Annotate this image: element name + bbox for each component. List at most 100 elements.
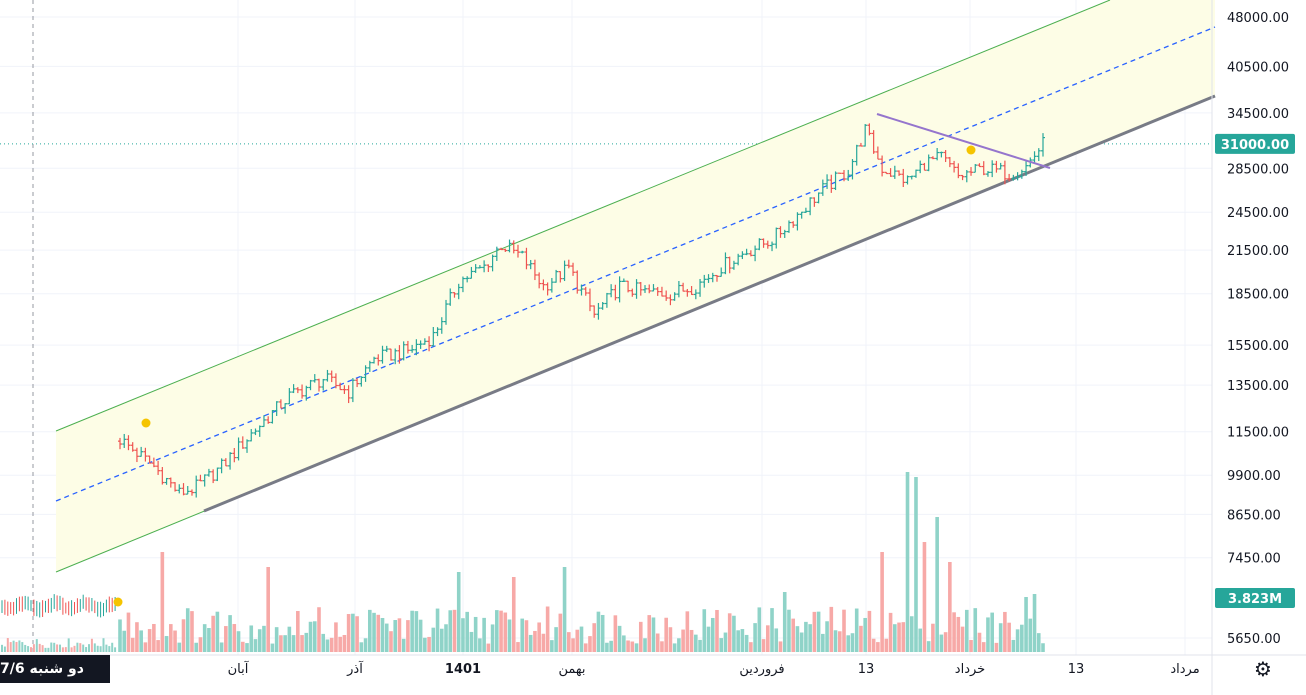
volume-bar bbox=[482, 617, 486, 652]
early-volume-bar bbox=[53, 642, 56, 652]
time-tick-label: 1401 bbox=[445, 662, 481, 677]
volume-bar bbox=[880, 552, 884, 652]
volume-bar bbox=[888, 612, 893, 652]
ohlc-bar bbox=[1002, 160, 1007, 185]
ohlc-bar bbox=[537, 272, 542, 289]
early-volume-bar bbox=[114, 647, 117, 652]
ohlc-bar bbox=[664, 290, 669, 301]
volume-bar bbox=[664, 617, 668, 652]
ohlc-bar bbox=[333, 373, 338, 389]
volume-bar bbox=[973, 608, 978, 652]
volume-bar bbox=[139, 630, 143, 652]
ohlc-bar bbox=[541, 279, 546, 291]
volume-bar bbox=[495, 610, 499, 652]
early-volume-bar bbox=[32, 644, 35, 652]
ohlc-bar bbox=[126, 435, 131, 451]
price-tick-label: 48000.00 bbox=[1227, 11, 1289, 26]
ohlc-bar bbox=[1007, 173, 1012, 182]
volume-bar bbox=[969, 639, 973, 652]
early-volume-bar bbox=[47, 647, 50, 652]
ohlc-bar bbox=[266, 416, 271, 424]
ohlc-bar bbox=[422, 338, 427, 345]
ohlc-bar bbox=[549, 277, 554, 293]
ohlc-bar bbox=[287, 388, 292, 405]
volume-bar bbox=[821, 633, 825, 652]
volume-bar bbox=[262, 625, 266, 652]
volume-bar bbox=[816, 611, 821, 652]
ohlc-bar bbox=[363, 365, 368, 382]
volume-bar bbox=[740, 629, 745, 652]
volume-bar bbox=[583, 643, 588, 652]
time-tick-label: بهمن bbox=[558, 662, 585, 677]
volume-bar bbox=[909, 616, 914, 652]
volume-bar bbox=[152, 623, 156, 652]
ohlc-bar bbox=[863, 124, 868, 147]
ohlc-bar bbox=[304, 385, 309, 401]
time-tick-label: آبان bbox=[228, 660, 250, 677]
volume-tag-text: 3.823M bbox=[1228, 592, 1282, 607]
volume-bar bbox=[211, 615, 215, 652]
ohlc-bar bbox=[185, 486, 190, 495]
volume-bar bbox=[363, 638, 368, 652]
ohlc-bar bbox=[782, 229, 787, 238]
ohlc-bar bbox=[587, 288, 592, 312]
ohlc-bar bbox=[960, 174, 965, 181]
volume-bar bbox=[677, 638, 681, 652]
regression-channel[interactable] bbox=[55, 0, 1216, 573]
ohlc-bar bbox=[659, 286, 664, 297]
ohlc-bar bbox=[490, 254, 495, 272]
ohlc-bar bbox=[736, 253, 741, 266]
early-volume-bar bbox=[56, 644, 59, 652]
volume-bar bbox=[804, 621, 808, 652]
ohlc-bar bbox=[253, 428, 258, 436]
ohlc-bar bbox=[215, 467, 220, 482]
ohlc-bar bbox=[520, 250, 525, 254]
volume-bar bbox=[279, 635, 283, 652]
volume-bar bbox=[177, 642, 182, 652]
volume-bar bbox=[812, 611, 817, 652]
ohlc-bar bbox=[130, 442, 135, 452]
ohlc-bar bbox=[405, 340, 410, 354]
time-axis[interactable]: آبان آذر 1401 بهمن فروردین 13 خرداد 13 مرداد bbox=[0, 654, 1306, 677]
volume-bar bbox=[554, 627, 558, 652]
price-tick-label: 11500.00 bbox=[1227, 426, 1289, 441]
volume-bar bbox=[439, 628, 444, 652]
volume-bar bbox=[562, 567, 567, 652]
early-volume-bar bbox=[41, 645, 44, 652]
early-volume-bar bbox=[6, 638, 9, 652]
volume-bar bbox=[778, 641, 783, 652]
ohlc-bar bbox=[482, 260, 487, 273]
ohlc-bar bbox=[990, 160, 995, 178]
ohlc-bar bbox=[854, 144, 859, 166]
ohlc-bar bbox=[858, 142, 863, 147]
ohlc-bar bbox=[850, 159, 855, 180]
ohlc-bar bbox=[156, 460, 161, 475]
volume-bar bbox=[905, 472, 910, 652]
volume-bar bbox=[926, 641, 931, 652]
volume-bar bbox=[537, 622, 541, 652]
volume-bar bbox=[130, 637, 135, 652]
early-volume-bar bbox=[70, 647, 73, 652]
ohlc-bar bbox=[274, 401, 279, 416]
volume-bar bbox=[198, 637, 203, 652]
early-volume-bar bbox=[90, 638, 93, 652]
ohlc-bar bbox=[469, 266, 474, 279]
time-tick-label: 13 bbox=[1068, 662, 1085, 677]
ohlc-bar bbox=[499, 247, 504, 251]
price-tick-label: 13500.00 bbox=[1227, 379, 1289, 394]
volume-bar bbox=[787, 609, 791, 652]
time-tick-label: فروردین bbox=[739, 662, 784, 677]
volume-bar bbox=[143, 642, 148, 652]
volume-bar bbox=[389, 631, 393, 652]
gear-icon[interactable]: ⚙ bbox=[1254, 657, 1272, 681]
ohlc-bar bbox=[994, 160, 999, 173]
price-axis[interactable]: 48000.00 40500.00 34500.00 28500.00 24500.00… bbox=[1211, 0, 1295, 695]
volume-bar bbox=[592, 623, 597, 652]
volume-bar bbox=[164, 636, 169, 652]
drawing-overlays[interactable] bbox=[113, 113, 1051, 607]
ohlc-bar bbox=[384, 345, 389, 353]
ohlc-bar bbox=[871, 130, 876, 154]
ohlc-bar bbox=[380, 345, 385, 364]
ohlc-bar bbox=[791, 221, 796, 228]
